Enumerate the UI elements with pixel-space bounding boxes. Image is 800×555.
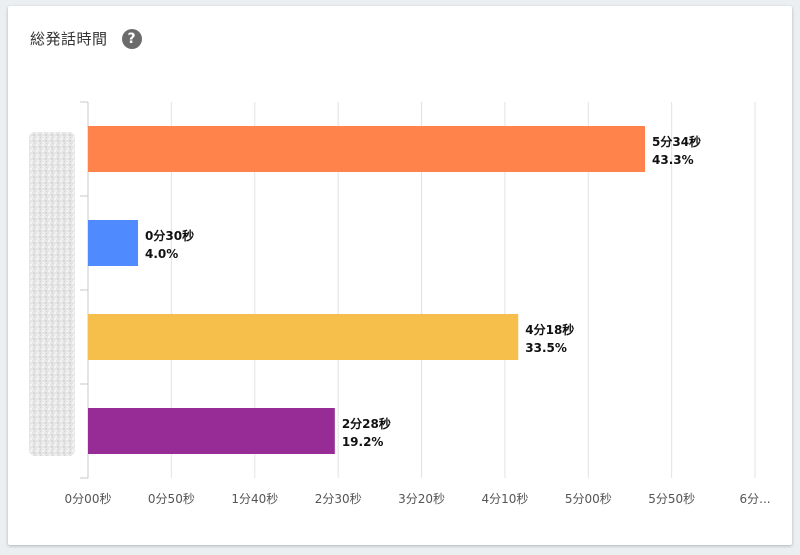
bar[interactable] (88, 408, 335, 454)
x-tick-label: 0分00秒 (65, 492, 112, 506)
x-tick-label: 0分50秒 (148, 492, 195, 506)
obscured-category-labels (29, 132, 75, 456)
x-tick-label: 5分00秒 (565, 492, 612, 506)
bar-value-label: 2分28秒 (342, 416, 391, 431)
bar-value-label: 4分18秒 (525, 322, 574, 337)
bar-percent-label: 43.3% (652, 153, 694, 167)
question-circle-icon[interactable]: ? (121, 28, 142, 49)
bar-percent-label: 33.5% (525, 341, 567, 355)
bar[interactable] (88, 314, 519, 360)
bar-value-label: 5分34秒 (652, 134, 701, 149)
bars (88, 126, 645, 454)
x-axis-tick-labels: 0分00秒 0分50秒 1分40秒 2分30秒 3分20秒 4分10秒 5分00秒 5分50秒… (65, 492, 771, 506)
card-header: 総発話時間 ? (30, 28, 142, 49)
bar[interactable] (88, 220, 139, 266)
data-labels: 5分34秒 43.3% 0分30秒 4.0% 4分18秒 33.5% 2分28秒 19.2% (145, 134, 701, 449)
x-tick-label: 3分20秒 (398, 492, 445, 506)
bar[interactable] (88, 126, 645, 172)
x-tick-label: 5分50秒 (648, 492, 695, 506)
bar-percent-label: 19.2% (342, 435, 384, 449)
x-tick-label: 2分30秒 (315, 492, 362, 506)
y-axis (80, 101, 89, 479)
x-tick-label: 1分40秒 (231, 492, 278, 506)
bar-value-label: 0分30秒 (145, 228, 194, 243)
chart-card: 総発話時間 ? (8, 6, 792, 545)
bar-percent-label: 4.0% (145, 247, 178, 261)
x-tick-label: 6分... (740, 492, 771, 506)
x-tick-label: 4分10秒 (481, 492, 528, 506)
chart-title: 総発話時間 (30, 30, 108, 48)
